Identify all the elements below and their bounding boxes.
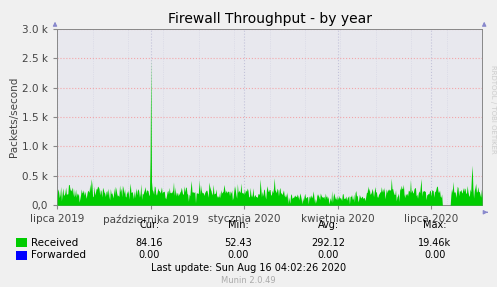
Text: Munin 2.0.49: Munin 2.0.49 xyxy=(221,276,276,285)
Text: Received: Received xyxy=(31,238,78,247)
Text: Min:: Min: xyxy=(228,220,249,230)
Text: 84.16: 84.16 xyxy=(135,238,163,247)
Text: RRDTOOL / TOBI OETIKER: RRDTOOL / TOBI OETIKER xyxy=(490,65,496,154)
Text: 0.00: 0.00 xyxy=(138,251,160,260)
Text: 0.00: 0.00 xyxy=(228,251,249,260)
Text: Max:: Max: xyxy=(423,220,447,230)
Y-axis label: Packets/second: Packets/second xyxy=(9,77,19,157)
Text: 292.12: 292.12 xyxy=(311,238,345,247)
Text: 52.43: 52.43 xyxy=(225,238,252,247)
Text: Cur:: Cur: xyxy=(139,220,159,230)
Text: 0.00: 0.00 xyxy=(317,251,339,260)
Text: 0.00: 0.00 xyxy=(424,251,446,260)
Text: Forwarded: Forwarded xyxy=(31,251,86,260)
Text: Avg:: Avg: xyxy=(318,220,338,230)
Text: 19.46k: 19.46k xyxy=(418,238,451,247)
Title: Firewall Throughput - by year: Firewall Throughput - by year xyxy=(167,12,372,26)
Text: Last update: Sun Aug 16 04:02:26 2020: Last update: Sun Aug 16 04:02:26 2020 xyxy=(151,263,346,273)
